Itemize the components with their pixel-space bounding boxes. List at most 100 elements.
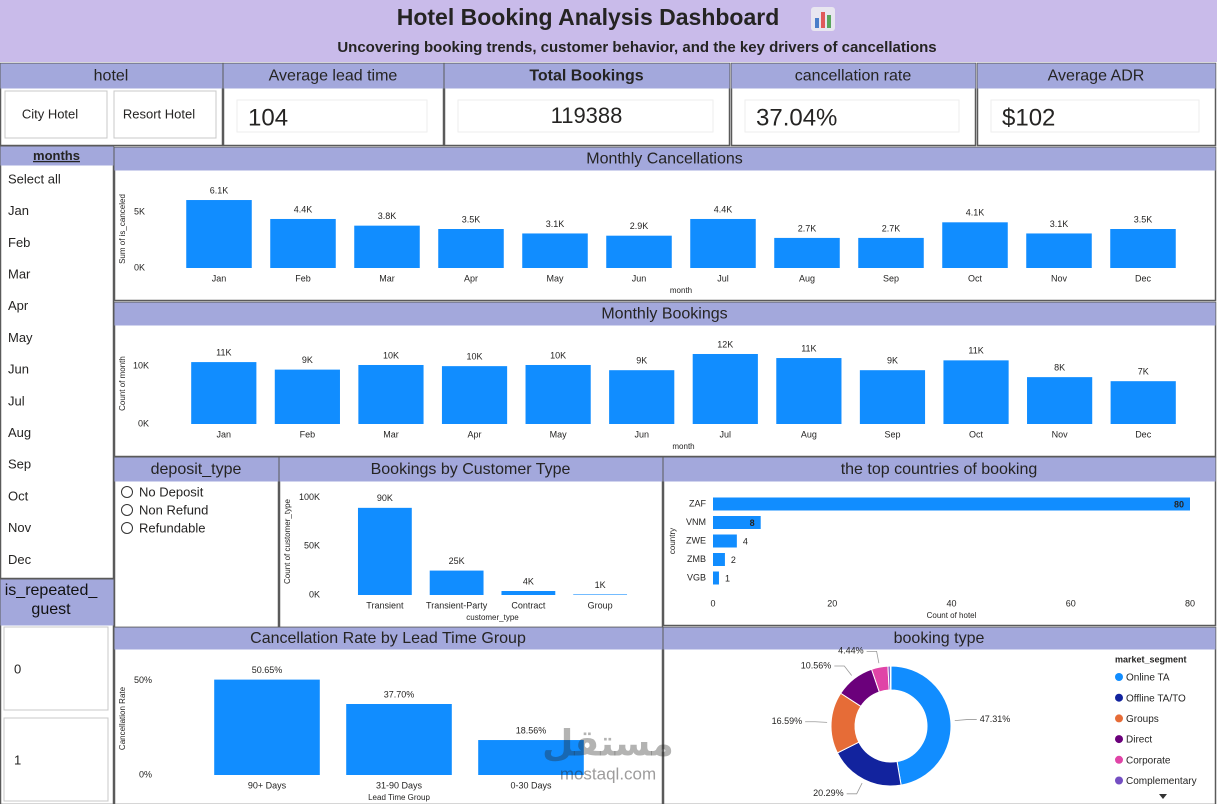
slicer-button[interactable] [3,626,109,711]
bar[interactable] [186,200,252,268]
x-axis-title: month [670,286,692,295]
card-value: 119388 [551,103,623,128]
data-label: 6.1K [210,185,229,195]
bar[interactable] [713,534,737,548]
panel-title: Bookings by Customer Type [371,461,571,478]
slicer-option[interactable]: Sep [8,457,31,472]
bar[interactable] [354,225,420,268]
bar[interactable] [441,366,508,424]
radio-button[interactable] [121,486,133,498]
bar[interactable] [478,740,584,775]
radio-button[interactable] [121,504,133,516]
legend-label[interactable]: Groups [1126,714,1159,725]
x-tick-label: 80 [1185,598,1195,608]
slicer-option[interactable]: Jan [8,203,29,218]
bar[interactable] [713,571,719,585]
panel-title: the top countries of booking [841,461,1038,478]
card-value-box [236,99,428,133]
card-value: $102 [1002,104,1055,131]
x-tick-label: Nov [1052,429,1069,439]
x-tick-label: 20 [827,598,837,608]
bar[interactable] [776,358,842,424]
data-label: 9K [302,355,313,365]
legend-swatch [1115,735,1123,744]
data-label: 8K [1054,363,1065,373]
x-tick-label: 31-90 Days [376,780,423,790]
bar[interactable] [606,235,672,268]
y-axis-title: Count of month [118,356,127,411]
legend-label[interactable]: Offline TA/TO [1126,693,1186,704]
y-tick-label: 0K [134,262,145,272]
bar[interactable] [270,218,336,268]
bar[interactable] [692,353,758,424]
bar[interactable] [1110,229,1176,268]
data-label: 3.1K [1050,219,1069,229]
data-label: 11K [968,346,983,356]
bar[interactable] [274,369,340,424]
x-tick-label: Jan [212,273,227,283]
legend-label[interactable]: Online TA [1126,673,1170,684]
y-tick-label: VNM [686,517,706,527]
bar[interactable] [713,553,725,566]
slicer-option[interactable]: Dec [8,552,32,567]
panel-title-bar [279,457,663,482]
data-label: 7K [1138,367,1149,377]
slicer-button[interactable] [113,90,217,139]
bar[interactable] [859,370,926,424]
bar[interactable] [1027,377,1093,424]
data-label: 25K [449,556,465,566]
legend-label[interactable]: Corporate [1126,755,1171,766]
slicer-option[interactable]: Aug [8,425,31,440]
slicer-button[interactable] [3,717,109,802]
slicer-option[interactable]: Select all [8,171,61,186]
x-tick-label: Nov [1051,273,1068,283]
bar[interactable] [690,218,756,268]
slicer-option[interactable]: Jun [8,362,29,377]
bar[interactable] [713,516,761,529]
slicer-option[interactable]: May [8,330,33,345]
slicer-option[interactable]: Oct [8,488,29,503]
bar[interactable] [1026,233,1092,268]
y-tick-label: ZAF [689,498,707,508]
bar[interactable] [346,703,452,775]
bar[interactable] [1110,381,1176,424]
x-tick-label: 60 [1066,598,1076,608]
bar[interactable] [858,237,924,268]
card-value: 104 [248,104,288,131]
bar[interactable] [573,594,628,595]
slicer-option[interactable]: Jul [8,393,25,408]
bar[interactable] [358,364,424,424]
bar[interactable] [609,370,675,424]
x-tick-label: May [546,273,564,283]
leader-line [866,650,880,664]
bar[interactable] [214,679,320,775]
slicer-button[interactable] [4,90,108,139]
bar[interactable] [525,364,591,424]
radio-button[interactable] [121,522,133,534]
legend-label[interactable]: Complementary [1126,776,1197,787]
pie-slice[interactable] [890,665,952,786]
x-tick-label: Sep [883,273,899,283]
bar[interactable] [357,507,412,595]
bar[interactable] [942,222,1008,268]
slicer-option: Resort Hotel [123,106,195,121]
pie-slice[interactable] [887,665,892,691]
legend-label[interactable]: Direct [1126,735,1152,746]
bar[interactable] [438,229,504,268]
bar[interactable] [713,497,1190,511]
bar[interactable] [501,591,556,595]
slicer-option[interactable]: Feb [8,235,30,250]
bar[interactable] [943,360,1009,424]
bar[interactable] [191,362,257,424]
bar[interactable] [774,237,840,268]
slicer-option[interactable]: Mar [8,267,31,282]
panel-title: Total Bookings [529,68,643,85]
legend-scroll-arrow[interactable] [1159,794,1167,799]
bar[interactable] [429,570,484,595]
slicer-option[interactable]: Nov [8,520,32,535]
panel-title: Average ADR [1048,68,1145,85]
bar[interactable] [522,233,588,268]
slicer-option[interactable]: Apr [8,298,29,313]
y-tick-label: 5K [134,207,145,217]
